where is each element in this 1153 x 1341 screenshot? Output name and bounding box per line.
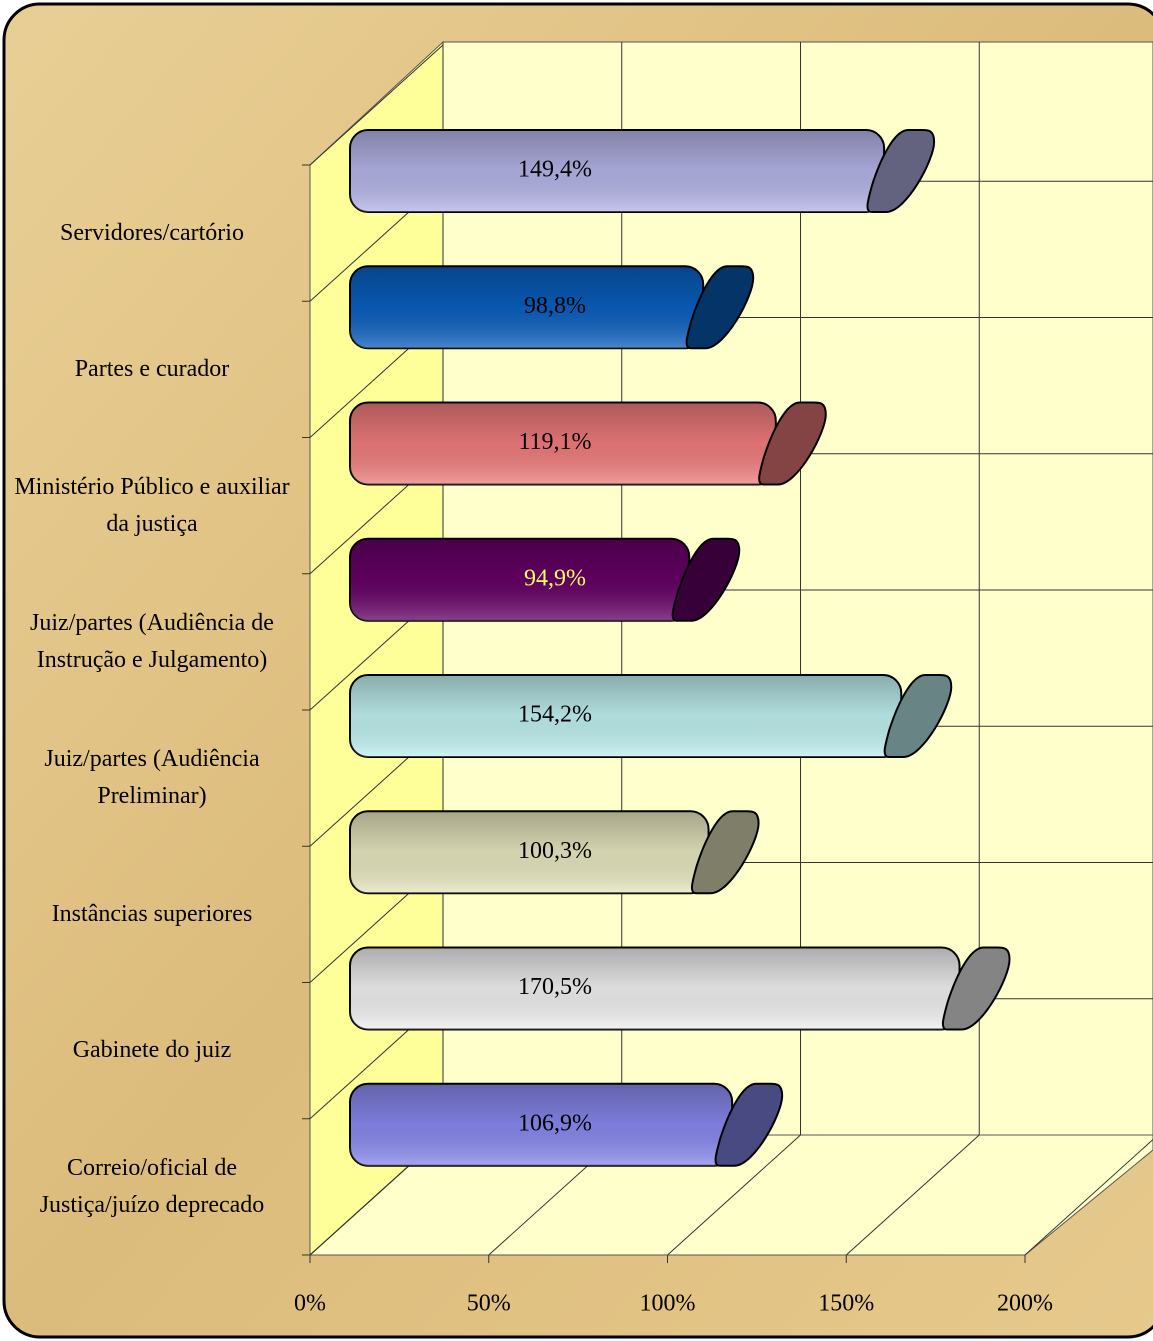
value-label: 154,2%	[518, 702, 592, 728]
bar-cap-shade	[691, 811, 759, 894]
x-tick-label: 50%	[467, 1291, 511, 1317]
bar-cap-shade	[715, 1083, 783, 1166]
category-label: Instâncias superiores	[51, 900, 253, 927]
category-label: Gabinete do juiz	[72, 1037, 232, 1064]
value-label: 149,4%	[518, 157, 592, 183]
x-tick-label: 200%	[997, 1291, 1053, 1317]
value-label: 170,5%	[518, 974, 592, 1000]
bar-cap-shade	[686, 266, 754, 349]
value-label: 119,1%	[518, 429, 591, 455]
bar-cap-shade	[867, 130, 935, 212]
bar-cap	[691, 810, 760, 895]
bar-shade	[350, 402, 776, 485]
depth-line	[309, 44, 444, 166]
bar-cap-shade	[672, 538, 740, 621]
category-label: Ministério Público e auxiliar da justiça	[14, 473, 290, 537]
value-label: 98,8%	[524, 293, 586, 319]
bar-shade	[350, 811, 709, 894]
bar-shade	[350, 947, 960, 1030]
bar-shade	[350, 130, 885, 212]
bar-shade	[350, 538, 690, 621]
category-label: Juiz/partes (Audiência Preliminar)	[44, 746, 260, 810]
bar-cap	[714, 1082, 784, 1167]
bar-cap	[685, 265, 755, 350]
grid-line	[845, 1134, 980, 1256]
bar-cap-shade	[759, 402, 826, 485]
bar-cap	[671, 537, 741, 622]
side-wall	[309, 40, 444, 1257]
bar-cap-shade	[884, 675, 952, 757]
category-label: Correio/oficial de Justiça/juízo depreca…	[39, 1154, 265, 1218]
bar-cap	[866, 129, 936, 213]
bar-cap	[941, 946, 1011, 1031]
category-label: Partes e curador	[74, 355, 230, 382]
bar-shade	[350, 1083, 733, 1166]
x-tick-label: 100%	[640, 1291, 696, 1317]
bar-cap-shade	[942, 947, 1010, 1030]
bar-cap	[758, 401, 827, 486]
category-label: Servidores/cartório	[60, 219, 244, 246]
grid-line	[667, 1134, 801, 1256]
x-tick-label: 0%	[294, 1291, 326, 1317]
grid-line	[1024, 1138, 1153, 1256]
value-label: 100,3%	[518, 838, 592, 864]
value-label: 106,9%	[518, 1110, 592, 1136]
bar-shade	[350, 675, 902, 757]
bar-shade	[350, 266, 704, 349]
x-tick-label: 150%	[818, 1291, 874, 1317]
value-label: 94,9%	[524, 565, 586, 591]
category-label: Juiz/partes (Audiência de Instrução e Ju…	[30, 609, 274, 673]
bar-cap	[883, 674, 953, 758]
